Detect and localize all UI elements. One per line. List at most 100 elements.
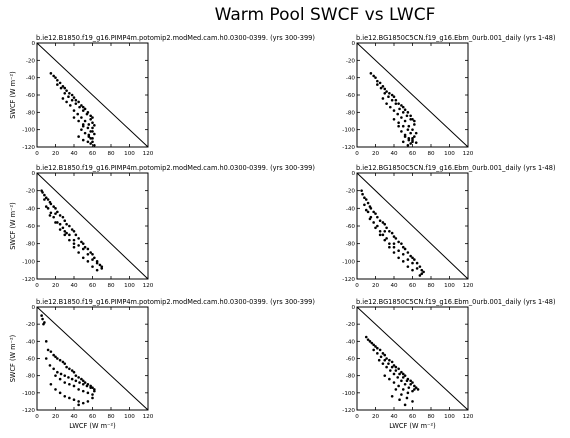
data-point bbox=[401, 252, 405, 256]
data-point bbox=[366, 201, 370, 205]
data-point bbox=[81, 247, 85, 251]
data-point bbox=[87, 123, 91, 126]
data-point bbox=[46, 348, 50, 352]
data-point bbox=[414, 141, 418, 144]
data-point bbox=[390, 365, 394, 369]
y-tick-label: -120 bbox=[342, 145, 355, 151]
data-point bbox=[86, 260, 90, 263]
data-point bbox=[91, 396, 94, 400]
data-point bbox=[364, 198, 368, 201]
data-point bbox=[89, 117, 92, 121]
data-point bbox=[401, 245, 405, 249]
data-point bbox=[58, 81, 62, 85]
x-tick-label: 80 bbox=[107, 414, 115, 420]
data-point bbox=[392, 381, 396, 384]
data-point bbox=[65, 89, 68, 92]
data-point bbox=[420, 272, 424, 276]
data-point bbox=[61, 215, 65, 219]
data-point bbox=[390, 394, 394, 398]
y-tick-label: -20 bbox=[26, 189, 36, 195]
data-point bbox=[56, 83, 59, 86]
data-point bbox=[385, 102, 388, 105]
data-point bbox=[74, 379, 78, 383]
data-point bbox=[411, 117, 414, 121]
x-tick-label: 0 bbox=[35, 414, 39, 420]
data-point bbox=[59, 372, 63, 376]
data-point bbox=[379, 355, 383, 359]
panel-5: b.ie12.B1850.f19_g16.PIMP4m.potomip2.mod… bbox=[9, 298, 315, 430]
panel-3: b.ie12.B1850.f19_g16.PIMP4m.potomip2.mod… bbox=[9, 164, 315, 289]
data-point bbox=[63, 394, 67, 398]
data-point bbox=[63, 374, 67, 377]
data-point bbox=[72, 109, 76, 112]
data-point bbox=[81, 256, 85, 260]
x-tick-label: 80 bbox=[427, 414, 435, 420]
data-point bbox=[49, 211, 53, 215]
data-point bbox=[89, 142, 92, 145]
y-tick-label: -60 bbox=[26, 357, 36, 363]
data-point bbox=[49, 202, 53, 206]
data-point bbox=[86, 252, 90, 256]
data-point bbox=[366, 338, 370, 341]
y-tick-label: -100 bbox=[22, 259, 35, 265]
data-point bbox=[68, 396, 71, 400]
data-point bbox=[381, 362, 385, 365]
x-tick-label: 20 bbox=[52, 283, 60, 289]
data-point bbox=[360, 189, 363, 192]
data-point bbox=[80, 116, 83, 119]
data-point bbox=[78, 105, 81, 109]
data-point bbox=[397, 102, 400, 105]
data-point bbox=[72, 230, 76, 233]
data-point bbox=[372, 210, 375, 214]
data-point bbox=[378, 219, 382, 222]
data-point bbox=[407, 138, 411, 142]
data-point bbox=[63, 86, 67, 90]
y-tick-label: -80 bbox=[346, 110, 356, 116]
data-point bbox=[93, 143, 96, 147]
data-point bbox=[54, 221, 57, 224]
data-point bbox=[52, 353, 55, 357]
data-point bbox=[378, 348, 382, 352]
x-tick-label: 60 bbox=[89, 283, 97, 289]
x-tick-label: 0 bbox=[355, 151, 359, 157]
data-point bbox=[403, 403, 407, 407]
data-point bbox=[403, 119, 407, 123]
y-tick-label: -100 bbox=[22, 391, 35, 397]
data-point bbox=[58, 228, 62, 231]
data-point bbox=[100, 267, 104, 270]
x-tick-label: 80 bbox=[107, 151, 115, 157]
data-point bbox=[407, 124, 411, 128]
x-tick-label: 100 bbox=[124, 414, 135, 420]
data-point bbox=[401, 140, 405, 144]
data-point bbox=[401, 372, 405, 376]
data-point bbox=[81, 401, 85, 405]
data-point bbox=[374, 226, 377, 230]
y-tick-label: -60 bbox=[26, 224, 36, 230]
data-point bbox=[91, 116, 94, 119]
data-point bbox=[369, 207, 373, 210]
data-point bbox=[80, 104, 83, 107]
data-point bbox=[406, 143, 410, 147]
data-point bbox=[54, 212, 57, 215]
data-point bbox=[80, 377, 83, 381]
data-point bbox=[394, 102, 398, 105]
data-point bbox=[59, 86, 63, 90]
x-tick-label: 0 bbox=[355, 414, 359, 420]
data-point bbox=[89, 114, 92, 118]
data-point bbox=[401, 111, 405, 114]
data-point bbox=[403, 108, 407, 112]
x-tick-label: 60 bbox=[89, 151, 97, 157]
data-point bbox=[413, 119, 416, 123]
x-tick-label: 40 bbox=[390, 151, 398, 157]
data-point bbox=[397, 124, 400, 128]
data-point bbox=[72, 398, 76, 402]
data-point bbox=[77, 400, 80, 403]
data-point bbox=[89, 386, 92, 389]
panel-title: b.ie12.BG1850C5CN.f19_g16.Ebm_0urb.001_d… bbox=[356, 164, 556, 172]
data-point bbox=[398, 398, 401, 402]
data-point bbox=[390, 231, 394, 235]
data-point bbox=[89, 130, 92, 133]
data-point bbox=[65, 365, 68, 369]
data-point bbox=[77, 251, 80, 254]
x-tick-label: 40 bbox=[70, 414, 78, 420]
